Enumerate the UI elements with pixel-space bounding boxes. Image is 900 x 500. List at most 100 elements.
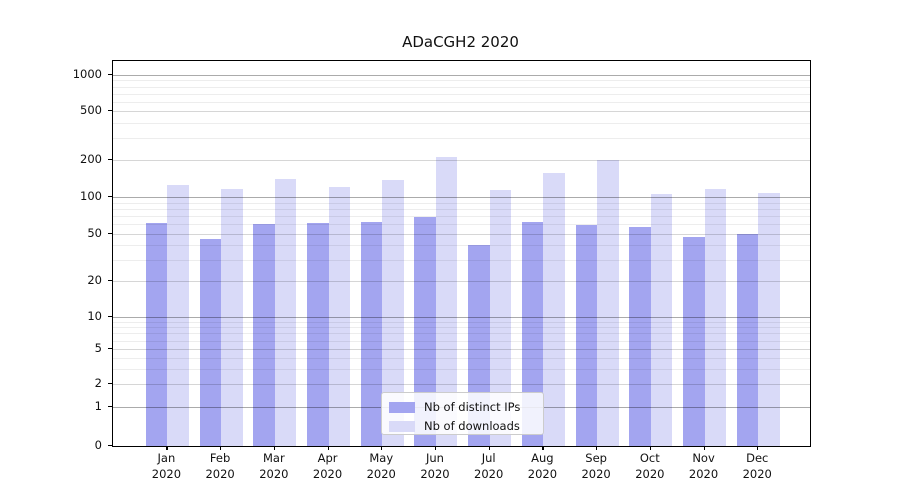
- bar-downloads-mar: [274, 179, 297, 446]
- decade-gridline: [113, 197, 810, 198]
- minor-gridline: [113, 208, 810, 210]
- bar-distinct-ips-oct: [629, 227, 651, 446]
- y-tick-mark: [108, 348, 112, 350]
- y-tick-label: 5: [94, 341, 102, 355]
- y-tick-label: 20: [87, 273, 102, 287]
- y-tick-label: 2: [94, 376, 102, 390]
- major-gridline: [113, 234, 810, 235]
- y-tick-mark: [108, 196, 112, 198]
- y-tick-label: 1000: [72, 67, 102, 81]
- x-tick-mark: [166, 446, 168, 450]
- minor-gridline: [113, 260, 810, 262]
- minor-gridline: [113, 327, 810, 329]
- x-tick-mark: [757, 446, 759, 450]
- y-tick-label: 10: [87, 309, 102, 323]
- y-tick-mark: [108, 316, 112, 318]
- minor-gridline: [113, 340, 810, 342]
- x-tick-mark: [542, 446, 544, 450]
- bar-downloads-aug: [543, 172, 565, 446]
- y-tick-label: 100: [80, 189, 102, 203]
- y-tick-mark: [108, 445, 112, 447]
- decade-gridline: [113, 317, 810, 318]
- major-gridline: [113, 160, 810, 161]
- bar-distinct-ips-jun: [414, 216, 436, 446]
- major-gridline: [113, 349, 810, 350]
- x-tick-mark: [273, 446, 276, 450]
- bar-distinct-ips-dec: [736, 234, 759, 446]
- major-gridline: [113, 111, 810, 112]
- y-tick-mark: [108, 383, 112, 385]
- legend-item-downloads: Nb of downloads: [389, 418, 535, 434]
- minor-gridline: [113, 216, 810, 218]
- bar-distinct-ips-feb: [199, 239, 222, 446]
- x-tick-mark: [381, 446, 383, 450]
- y-tick-label: 200: [80, 152, 102, 166]
- x-tick-mark: [434, 446, 437, 450]
- y-tick-mark: [108, 110, 112, 112]
- bar-downloads-feb: [221, 189, 243, 446]
- bar-distinct-ips-mar: [253, 224, 275, 446]
- x-tick-label-jun: Jun 2020: [420, 451, 450, 481]
- y-tick-mark: [108, 233, 112, 235]
- minor-gridline: [113, 245, 810, 247]
- minor-gridline: [113, 93, 810, 95]
- bar-distinct-ips-nov: [683, 237, 705, 446]
- x-tick-label-jan: Jan 2020: [151, 451, 182, 481]
- x-tick-mark: [327, 446, 329, 450]
- minor-gridline: [113, 202, 810, 204]
- y-tick-label: 50: [87, 226, 102, 240]
- major-gridline: [113, 281, 810, 282]
- bar-downloads-apr: [328, 186, 351, 446]
- bar-downloads-jul: [489, 190, 512, 446]
- bar-downloads-nov: [704, 189, 727, 446]
- bar-distinct-ips-sep: [575, 225, 598, 446]
- chart-title: ADaCGH2 2020: [402, 33, 519, 51]
- bar-distinct-ips-jan: [145, 223, 168, 446]
- legend-label-distinct-ips: Nb of distinct IPs: [424, 400, 521, 414]
- x-tick-label-dec: Dec 2020: [742, 451, 772, 481]
- y-tick-mark: [108, 159, 112, 161]
- minor-gridline: [113, 368, 810, 370]
- minor-gridline: [113, 80, 810, 82]
- y-tick-label: 500: [80, 103, 102, 117]
- x-tick-label-nov: Nov 2020: [688, 451, 719, 481]
- minor-gridline: [113, 333, 810, 335]
- bar-distinct-ips-aug: [521, 221, 544, 446]
- minor-gridline: [113, 357, 810, 359]
- bar-downloads-sep: [597, 160, 619, 446]
- bar-downloads-may: [382, 180, 404, 446]
- x-tick-label-aug: Aug 2020: [527, 451, 558, 481]
- major-gridline: [113, 384, 810, 385]
- x-tick-mark: [220, 446, 222, 450]
- legend: Nb of distinct IPs Nb of downloads: [381, 392, 544, 435]
- y-tick-mark: [108, 74, 112, 76]
- y-tick-label: 1: [94, 399, 102, 413]
- bar-downloads-oct: [650, 193, 673, 446]
- minor-gridline: [113, 138, 810, 140]
- legend-swatch-downloads: [389, 420, 415, 432]
- decade-gridline: [113, 75, 810, 76]
- x-tick-label-sep: Sep 2020: [581, 451, 611, 481]
- x-tick-label-may: May 2020: [366, 451, 396, 481]
- x-tick-label-feb: Feb 2020: [205, 451, 235, 481]
- bar-distinct-ips-apr: [307, 222, 329, 446]
- y-tick-mark: [108, 406, 112, 408]
- x-tick-mark: [488, 446, 490, 450]
- y-tick-label: 0: [94, 438, 102, 452]
- x-tick-mark: [703, 446, 705, 450]
- minor-gridline: [113, 224, 810, 226]
- legend-label-downloads: Nb of downloads: [424, 419, 520, 433]
- bar-downloads-jun: [435, 157, 458, 446]
- legend-item-distinct-ips: Nb of distinct IPs: [389, 399, 535, 415]
- x-tick-label-jul: Jul 2020: [474, 451, 504, 481]
- minor-gridline: [113, 122, 810, 124]
- minor-gridline: [113, 101, 810, 103]
- x-tick-mark: [596, 446, 598, 450]
- bar-downloads-jan: [167, 185, 189, 446]
- minor-gridline: [113, 321, 810, 323]
- x-tick-label-apr: Apr 2020: [312, 451, 343, 481]
- minor-gridline: [113, 86, 810, 88]
- plot-area: Nb of distinct IPs Nb of downloads: [112, 60, 811, 447]
- x-tick-label-oct: Oct 2020: [635, 451, 665, 481]
